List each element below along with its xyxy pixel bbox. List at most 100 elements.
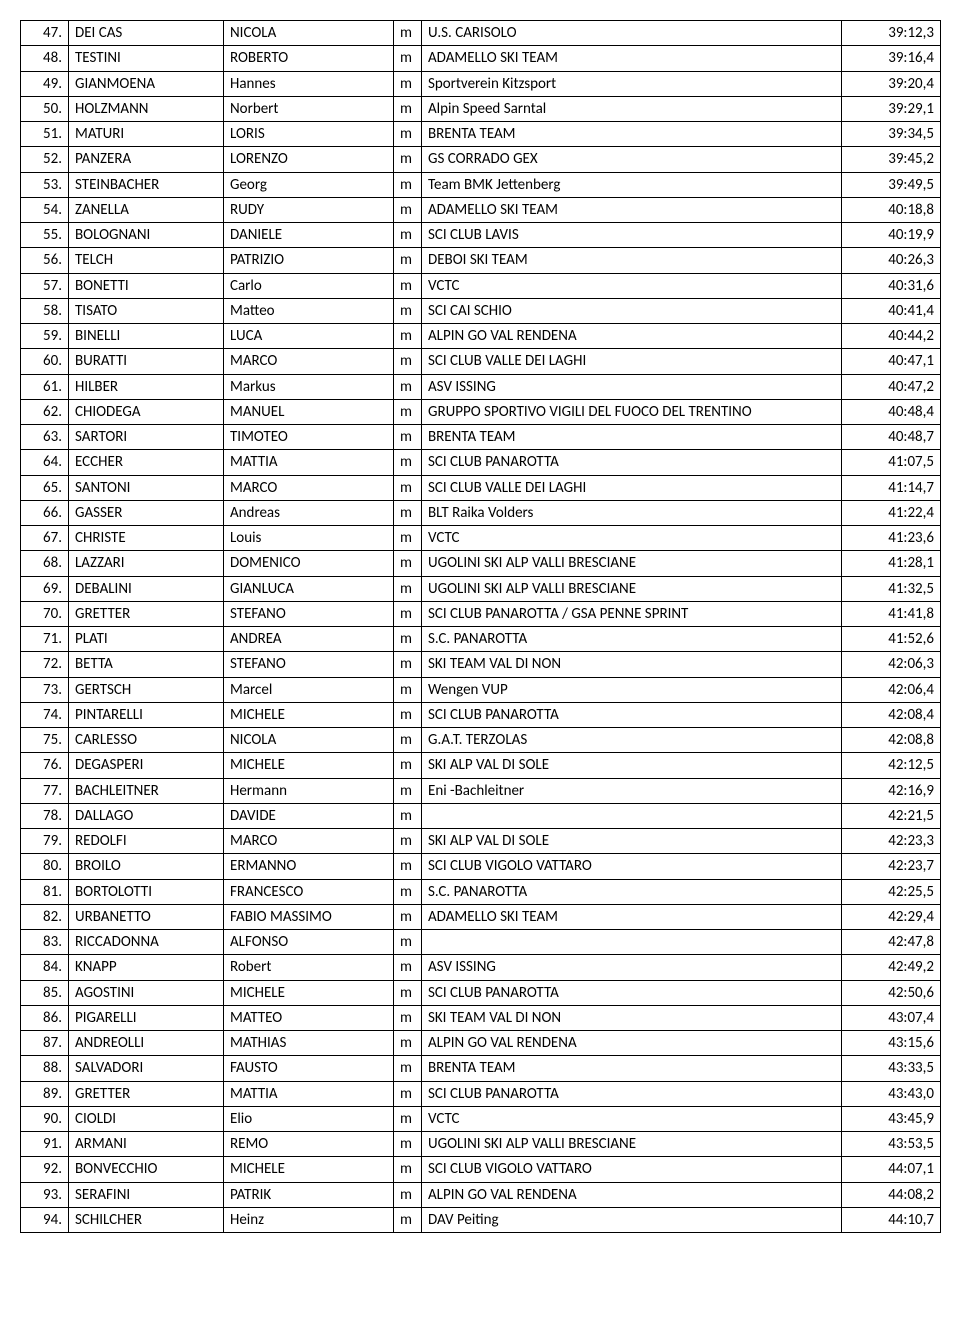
cell-time: 40:44,2 [842,324,941,349]
cell-first-name: STEFANO [224,601,394,626]
cell-first-name: TIMOTEO [224,425,394,450]
cell-last-name: GASSER [69,500,224,525]
cell-club: S.C. PANAROTTA [422,627,842,652]
cell-rank: 74. [21,702,69,727]
table-row: 80.BROILOERMANNOmSCI CLUB VIGOLO VATTARO… [21,854,941,879]
cell-club: GRUPPO SPORTIVO VIGILI DEL FUOCO DEL TRE… [422,399,842,424]
table-row: 63.SARTORITIMOTEOmBRENTA TEAM40:48,7 [21,425,941,450]
table-row: 58.TISATOMatteomSCI CAI SCHIO40:41,4 [21,298,941,323]
cell-time: 40:47,1 [842,349,941,374]
cell-rank: 90. [21,1106,69,1131]
cell-first-name: DAVIDE [224,803,394,828]
cell-last-name: SALVADORI [69,1056,224,1081]
cell-time: 42:16,9 [842,778,941,803]
cell-last-name: SERAFINI [69,1182,224,1207]
table-row: 66.GASSERAndreasmBLT Raika Volders41:22,… [21,500,941,525]
cell-first-name: PATRIZIO [224,248,394,273]
cell-last-name: CIOLDI [69,1106,224,1131]
cell-last-name: GERTSCH [69,677,224,702]
cell-rank: 66. [21,500,69,525]
cell-sex: m [394,1182,422,1207]
cell-rank: 92. [21,1157,69,1182]
table-row: 74.PINTARELLIMICHELEmSCI CLUB PANAROTTA4… [21,702,941,727]
cell-rank: 79. [21,829,69,854]
cell-rank: 53. [21,172,69,197]
table-row: 72.BETTASTEFANOmSKI TEAM VAL DI NON42:06… [21,652,941,677]
cell-time: 40:26,3 [842,248,941,273]
cell-rank: 55. [21,223,69,248]
cell-first-name: DANIELE [224,223,394,248]
cell-last-name: LAZZARI [69,551,224,576]
cell-club: Alpin Speed Sarntal [422,96,842,121]
cell-time: 42:23,3 [842,829,941,854]
cell-last-name: TISATO [69,298,224,323]
cell-rank: 49. [21,71,69,96]
table-row: 70.GRETTERSTEFANOmSCI CLUB PANAROTTA / G… [21,601,941,626]
cell-first-name: GIANLUCA [224,576,394,601]
cell-sex: m [394,324,422,349]
cell-last-name: HOLZMANN [69,96,224,121]
cell-first-name: MANUEL [224,399,394,424]
cell-rank: 82. [21,904,69,929]
cell-last-name: BORTOLOTTI [69,879,224,904]
cell-last-name: KNAPP [69,955,224,980]
cell-first-name: Heinz [224,1207,394,1232]
cell-first-name: ANDREA [224,627,394,652]
cell-last-name: STEINBACHER [69,172,224,197]
table-row: 54.ZANELLARUDYmADAMELLO SKI TEAM40:18,8 [21,197,941,222]
cell-rank: 85. [21,980,69,1005]
cell-first-name: MATHIAS [224,1031,394,1056]
cell-club: UGOLINI SKI ALP VALLI BRESCIANE [422,1132,842,1157]
table-row: 81.BORTOLOTTIFRANCESCOmS.C. PANAROTTA42:… [21,879,941,904]
cell-rank: 48. [21,46,69,71]
cell-first-name: MARCO [224,475,394,500]
cell-club: SKI ALP VAL DI SOLE [422,753,842,778]
cell-first-name: ALFONSO [224,930,394,955]
cell-last-name: BROILO [69,854,224,879]
cell-first-name: Hermann [224,778,394,803]
cell-last-name: BACHLEITNER [69,778,224,803]
cell-sex: m [394,803,422,828]
cell-time: 40:18,8 [842,197,941,222]
cell-first-name: DOMENICO [224,551,394,576]
cell-first-name: Matteo [224,298,394,323]
cell-last-name: CARLESSO [69,728,224,753]
cell-last-name: MATURI [69,122,224,147]
cell-club: ASV ISSING [422,374,842,399]
cell-rank: 73. [21,677,69,702]
cell-club: Eni -Bachleitner [422,778,842,803]
table-row: 84.KNAPPRobertmASV ISSING42:49,2 [21,955,941,980]
cell-time: 41:14,7 [842,475,941,500]
cell-last-name: RICCADONNA [69,930,224,955]
cell-rank: 76. [21,753,69,778]
cell-first-name: MATTEO [224,1005,394,1030]
table-row: 88.SALVADORIFAUSTOmBRENTA TEAM43:33,5 [21,1056,941,1081]
cell-sex: m [394,21,422,46]
cell-sex: m [394,753,422,778]
cell-last-name: DEBALINI [69,576,224,601]
cell-time: 43:15,6 [842,1031,941,1056]
cell-last-name: PLATI [69,627,224,652]
cell-last-name: GIANMOENA [69,71,224,96]
cell-last-name: ECCHER [69,450,224,475]
table-row: 55.BOLOGNANIDANIELEmSCI CLUB LAVIS40:19,… [21,223,941,248]
cell-rank: 91. [21,1132,69,1157]
cell-time: 41:22,4 [842,500,941,525]
table-row: 62.CHIODEGAMANUELmGRUPPO SPORTIVO VIGILI… [21,399,941,424]
table-row: 71.PLATIANDREAmS.C. PANAROTTA41:52,6 [21,627,941,652]
cell-sex: m [394,475,422,500]
cell-club: SCI CLUB VALLE DEI LAGHI [422,475,842,500]
cell-time: 40:47,2 [842,374,941,399]
cell-sex: m [394,1005,422,1030]
cell-rank: 81. [21,879,69,904]
cell-rank: 93. [21,1182,69,1207]
cell-last-name: HILBER [69,374,224,399]
cell-sex: m [394,904,422,929]
table-row: 50.HOLZMANNNorbertmAlpin Speed Sarntal39… [21,96,941,121]
cell-first-name: STEFANO [224,652,394,677]
cell-first-name: MATTIA [224,450,394,475]
cell-rank: 47. [21,21,69,46]
cell-last-name: PANZERA [69,147,224,172]
cell-sex: m [394,273,422,298]
table-row: 48.TESTINIROBERTOmADAMELLO SKI TEAM39:16… [21,46,941,71]
